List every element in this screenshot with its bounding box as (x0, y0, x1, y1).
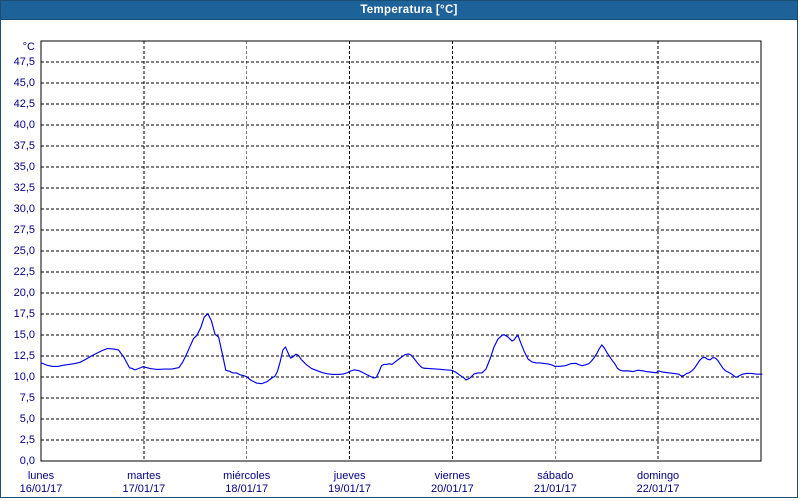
svg-text:47,5: 47,5 (14, 56, 35, 68)
svg-text:30,0: 30,0 (14, 203, 35, 215)
svg-text:18/01/17: 18/01/17 (225, 483, 268, 495)
svg-text:21/01/17: 21/01/17 (534, 483, 577, 495)
svg-text:0,0: 0,0 (20, 455, 35, 467)
svg-text:2,5: 2,5 (20, 434, 35, 446)
svg-text:7,5: 7,5 (20, 392, 35, 404)
svg-text:25,0: 25,0 (14, 245, 35, 257)
svg-text:17,5: 17,5 (14, 308, 35, 320)
svg-text:miércoles: miércoles (223, 470, 271, 482)
svg-text:domingo: domingo (637, 470, 679, 482)
svg-text:19/01/17: 19/01/17 (328, 483, 371, 495)
svg-text:°C: °C (23, 41, 35, 53)
svg-text:5,0: 5,0 (20, 413, 35, 425)
svg-text:jueves: jueves (333, 470, 366, 482)
svg-text:37,5: 37,5 (14, 140, 35, 152)
svg-text:viernes: viernes (435, 470, 471, 482)
svg-text:42,5: 42,5 (14, 98, 35, 110)
svg-text:20/01/17: 20/01/17 (431, 483, 474, 495)
svg-text:40,0: 40,0 (14, 119, 35, 131)
svg-text:22/01/17: 22/01/17 (637, 483, 680, 495)
svg-text:35,0: 35,0 (14, 161, 35, 173)
svg-text:lunes: lunes (28, 470, 55, 482)
svg-text:45,0: 45,0 (14, 77, 35, 89)
svg-text:32,5: 32,5 (14, 182, 35, 194)
svg-text:20,0: 20,0 (14, 287, 35, 299)
svg-text:martes: martes (127, 470, 161, 482)
svg-text:sábado: sábado (537, 470, 573, 482)
svg-text:17/01/17: 17/01/17 (122, 483, 165, 495)
svg-text:12,5: 12,5 (14, 350, 35, 362)
svg-text:22,5: 22,5 (14, 266, 35, 278)
svg-text:27,5: 27,5 (14, 224, 35, 236)
svg-text:16/01/17: 16/01/17 (20, 483, 63, 495)
svg-text:10,0: 10,0 (14, 371, 35, 383)
svg-text:15,0: 15,0 (14, 329, 35, 341)
